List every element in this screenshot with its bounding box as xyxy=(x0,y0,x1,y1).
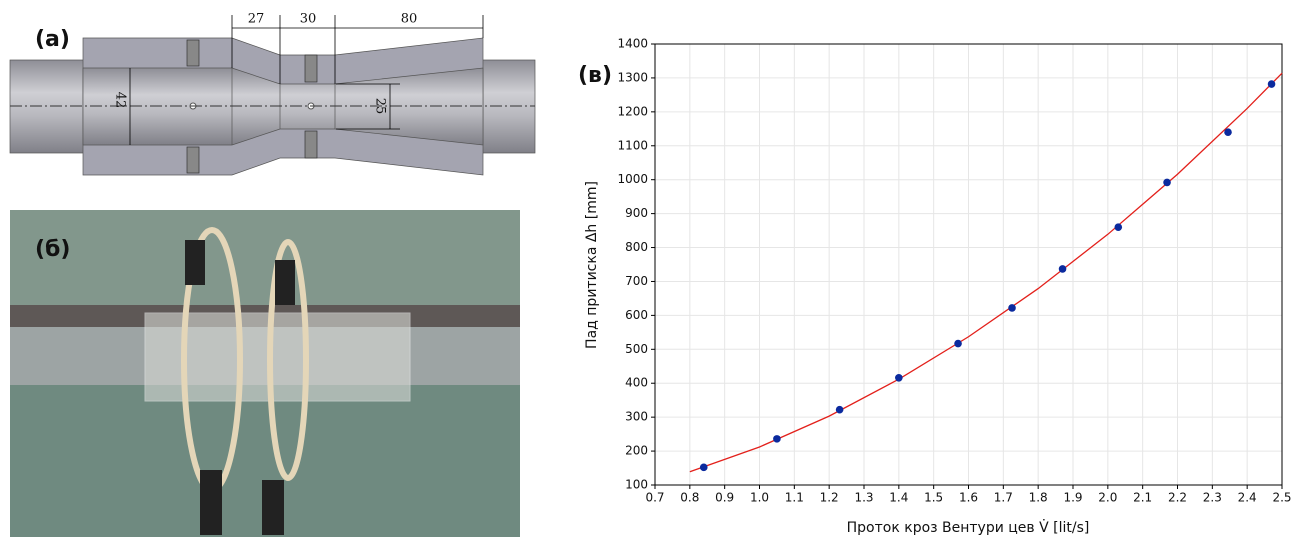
venturi-drawing: 27 30 80 42 25 (а) xyxy=(9,12,536,176)
x-tick-label: 2.2 xyxy=(1168,491,1187,505)
x-tick-label: 2.4 xyxy=(1238,491,1257,505)
x-axis-label: Проток кроз Вентури цев V̇ [lit/s] xyxy=(847,519,1090,536)
y-tick-label: 100 xyxy=(625,478,648,492)
y-tick-label: 200 xyxy=(625,444,648,458)
y-tick-label: 700 xyxy=(625,274,648,288)
y-tick-label: 1200 xyxy=(617,104,648,118)
x-tick-label: 2.5 xyxy=(1272,491,1291,505)
data-point xyxy=(773,435,781,443)
x-tick-label: 1.0 xyxy=(750,491,769,505)
y-tick-label: 1300 xyxy=(617,70,648,84)
x-tick-label: 1.2 xyxy=(820,491,839,505)
dimension: 42 xyxy=(113,92,128,109)
x-tick-label: 0.9 xyxy=(715,491,734,505)
fit-line xyxy=(689,72,1283,473)
y-tick-label: 600 xyxy=(625,308,648,322)
data-point xyxy=(895,374,903,382)
x-tick-label: 2.1 xyxy=(1133,491,1152,505)
x-tick-label: 1.3 xyxy=(854,491,873,505)
y-tick-label: 900 xyxy=(625,206,648,220)
x-tick-label: 1.5 xyxy=(924,491,943,505)
panel-label: (в) xyxy=(578,63,612,88)
y-tick-label: 1000 xyxy=(617,172,648,186)
data-point xyxy=(1267,80,1276,88)
x-tick-label: 1.6 xyxy=(959,491,978,505)
x-tick-label: 0.7 xyxy=(645,491,664,505)
y-tick-label: 500 xyxy=(625,342,648,356)
y-tick-label: 400 xyxy=(625,376,648,390)
data-point xyxy=(835,405,844,414)
data-point xyxy=(1114,223,1123,231)
x-tick-label: 1.1 xyxy=(785,491,804,505)
y-tick-label: 1400 xyxy=(617,37,648,51)
data-point xyxy=(1224,128,1232,136)
data-point xyxy=(1008,304,1016,312)
data-point xyxy=(699,463,708,472)
y-axis-label: Пад притиска Δh [mm] xyxy=(584,181,600,349)
dimension: 25 xyxy=(373,98,388,115)
panel-label: (б) xyxy=(35,237,70,262)
y-tick-label: 1100 xyxy=(617,138,648,152)
x-tick-label: 1.4 xyxy=(889,491,908,505)
dimension: 30 xyxy=(300,12,317,27)
y-tick-label: 300 xyxy=(625,410,648,424)
chart: 100 200 300 400 500 600 700 800 900 1000 1100 1200 1… xyxy=(617,37,1291,505)
x-tick-label: 1.8 xyxy=(1029,491,1048,505)
x-tick-label: 0.8 xyxy=(680,491,699,505)
panel-label: (а) xyxy=(35,27,70,52)
x-tick-label: 1.7 xyxy=(994,491,1013,505)
venturi-photo: (б) xyxy=(10,210,520,537)
x-tick-label: 1.9 xyxy=(1063,491,1082,505)
data-point xyxy=(954,339,962,348)
data-point xyxy=(1058,265,1067,273)
dimension: 80 xyxy=(401,12,418,27)
x-tick-label: 2.0 xyxy=(1098,491,1117,505)
dimension: 27 xyxy=(248,12,265,27)
x-tick-label: 2.3 xyxy=(1203,491,1222,505)
y-tick-label: 800 xyxy=(625,240,648,254)
plot-frame xyxy=(654,43,1283,486)
data-point xyxy=(1163,178,1171,187)
